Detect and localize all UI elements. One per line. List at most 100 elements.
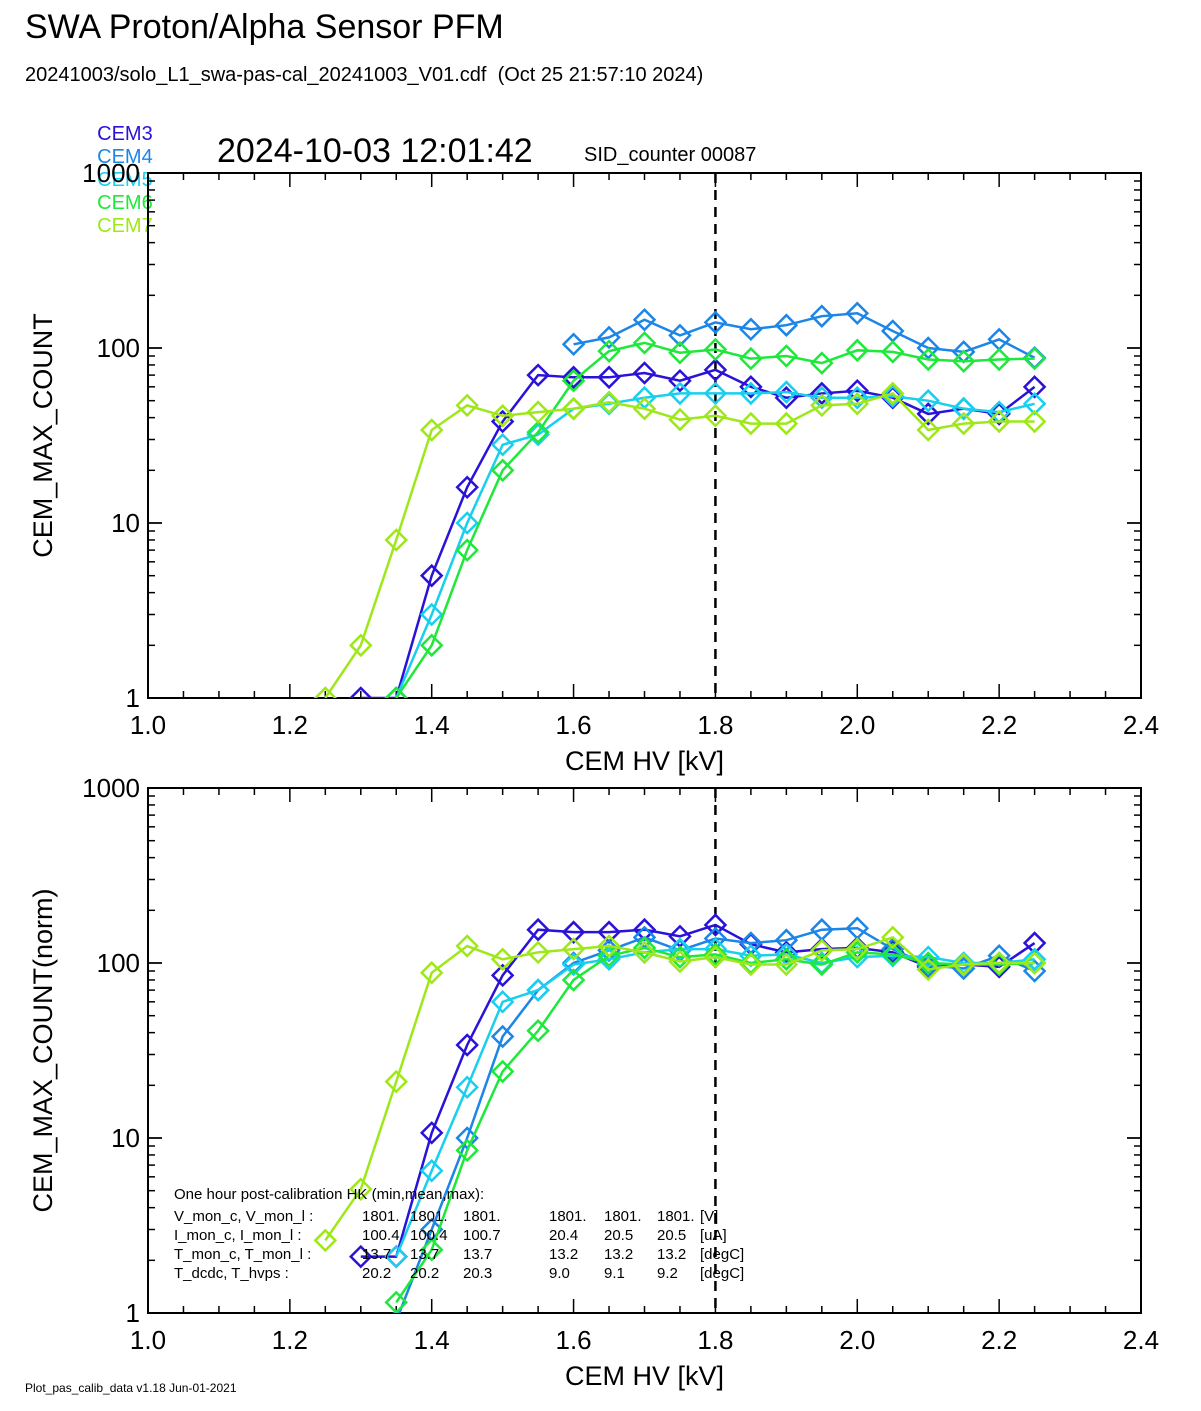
data-point-cem5 — [455, 511, 479, 535]
data-point-cem5 — [845, 385, 870, 410]
data-point-cem5 — [419, 1158, 444, 1183]
data-point-cem7 — [703, 403, 728, 428]
data-point-cem6 — [384, 686, 409, 698]
data-point-cem5 — [597, 947, 621, 972]
data-point-cem7 — [349, 633, 373, 658]
bottom-plot: 1.0 1.2 1.4 1.6 1.8 2.0 2.2 2.4 1 10 100 1000 CEM HV… — [28, 773, 1159, 1391]
data-point-cem7 — [561, 937, 586, 961]
data-point-cem3 — [774, 940, 799, 965]
data-point-cem7 — [597, 934, 621, 958]
data-point-cem5 — [384, 1244, 409, 1269]
x-tick-label: 1.6 — [555, 710, 591, 740]
hk-value-c: 13.7 — [463, 1246, 492, 1263]
x-tick-label: 2.4 — [1123, 710, 1159, 740]
data-point-cem5 — [1022, 947, 1047, 972]
data-point-cem5 — [419, 602, 444, 627]
data-point-cem6 — [384, 1290, 409, 1313]
sid-counter: SID_counter 00087 — [584, 144, 757, 166]
data-point-cem7 — [810, 938, 834, 963]
hk-row-label: I_mon_c, I_mon_l : — [174, 1227, 302, 1244]
series-line-cem5 — [395, 947, 1035, 1258]
data-point-cem7 — [632, 940, 657, 965]
series-group — [313, 913, 1047, 1313]
data-point-cem7 — [845, 392, 870, 416]
y-tick-label: 10 — [111, 1123, 140, 1153]
series-line-cem5 — [395, 390, 1035, 698]
data-point-cem4 — [703, 310, 728, 335]
legend-cem7: CEM7 — [97, 215, 153, 237]
hk-row-label: T_dcdc, T_hvps : — [174, 1265, 289, 1282]
data-point-cem6 — [668, 340, 692, 365]
x-tick-label: 1.8 — [697, 710, 733, 740]
hk-value-c: 13.7 — [362, 1246, 391, 1263]
hk-value-c: 100.4 — [410, 1227, 448, 1244]
hk-value-l: 20.5 — [604, 1227, 633, 1244]
data-point-cem3 — [845, 378, 870, 403]
data-point-cem5 — [561, 952, 586, 977]
data-point-cem4 — [739, 317, 763, 342]
data-point-cem6 — [561, 968, 586, 992]
data-point-cem5 — [526, 422, 550, 447]
data-point-cem6 — [880, 340, 905, 364]
hk-unit: [uA] — [700, 1227, 727, 1244]
data-point-cem3 — [916, 402, 940, 426]
x-tick-label: 1.4 — [414, 1325, 450, 1355]
data-point-cem6 — [419, 1237, 444, 1262]
data-point-cem6 — [845, 338, 870, 363]
footer-version: Plot_pas_calib_data v1.18 Jun-01-2021 — [25, 1381, 237, 1395]
series-line-cem6 — [395, 341, 1035, 698]
data-point-cem6 — [987, 347, 1011, 372]
data-point-cem4 — [392, 1309, 401, 1313]
y-tick-label: 10 — [111, 508, 140, 538]
data-point-cem7 — [987, 951, 1011, 975]
data-point-cem5 — [739, 381, 763, 406]
data-point-cem3 — [880, 940, 905, 965]
data-point-cem6 — [455, 1138, 479, 1163]
y-tick-label: 100 — [97, 948, 140, 978]
data-point-cem7 — [880, 925, 905, 950]
data-point-cem6 — [526, 420, 550, 445]
data-point-cem3 — [668, 368, 692, 393]
hk-unit: [degC] — [700, 1246, 744, 1263]
data-point-cem7 — [419, 960, 444, 985]
data-point-cem3 — [419, 563, 444, 588]
data-point-cem6 — [597, 339, 621, 363]
hk-value-c: 20.2 — [410, 1265, 439, 1282]
data-point-cem7 — [313, 1228, 338, 1253]
data-point-cem6 — [561, 368, 586, 393]
data-point-cem6 — [526, 1018, 550, 1043]
data-point-cem3 — [455, 475, 479, 500]
data-point-cem7 — [703, 945, 728, 969]
data-point-cem4 — [668, 323, 692, 348]
series-group — [313, 301, 1047, 698]
data-point-cem6 — [1022, 346, 1047, 371]
data-point-cem5 — [703, 381, 728, 406]
hk-value-c: 1801. — [362, 1208, 400, 1225]
y-tick-label: 1000 — [82, 773, 140, 803]
x-tick-label: 1.4 — [414, 710, 450, 740]
data-point-cem5 — [774, 380, 799, 404]
data-point-cem7 — [384, 528, 409, 552]
data-point-cem7 — [490, 403, 515, 428]
data-point-cem5 — [916, 388, 940, 413]
data-point-cem5 — [455, 1075, 479, 1100]
data-point-cem7 — [384, 1069, 409, 1094]
data-point-cem6 — [739, 346, 763, 371]
x-axis-label: CEM HV [kV] — [565, 1361, 724, 1391]
hk-value-c: 1801. — [463, 1208, 501, 1225]
data-point-cem7 — [951, 952, 976, 977]
data-point-cem5 — [526, 978, 550, 1002]
data-point-cem6 — [597, 943, 621, 968]
data-point-cem3 — [349, 1244, 373, 1269]
hk-row-label: V_mon_c, V_mon_l : — [174, 1208, 313, 1225]
hk-unit: [V] — [700, 1208, 718, 1225]
hk-value-l: 9.2 — [657, 1265, 678, 1282]
x-tick-label: 1.2 — [272, 710, 308, 740]
data-point-cem7 — [739, 952, 763, 977]
data-point-cem6 — [916, 951, 940, 975]
timestamp: 2024-10-03 12:01:42 — [217, 132, 533, 170]
data-point-cem5 — [668, 381, 692, 406]
data-point-cem7 — [349, 1177, 373, 1201]
hk-value-l: 13.2 — [657, 1246, 686, 1263]
data-point-cem3 — [349, 686, 373, 698]
